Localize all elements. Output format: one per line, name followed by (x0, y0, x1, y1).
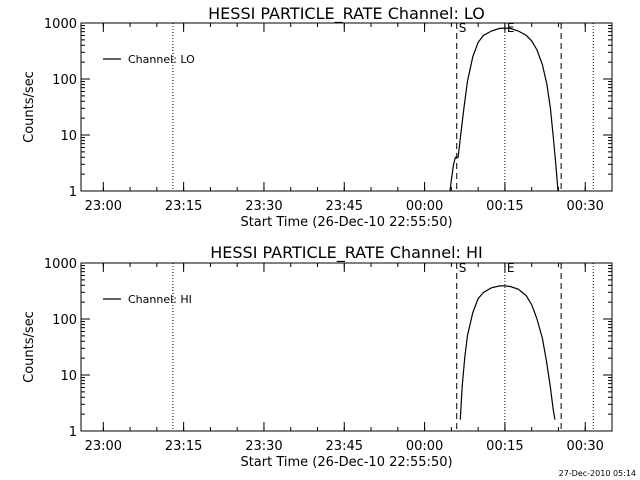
marker-label-s: S (459, 261, 467, 275)
x-tick-label: 23:45 (326, 439, 363, 454)
x-tick-label: 23:15 (165, 199, 202, 214)
x-axis-label: Start Time (26-Dec-10 22:55:50) (240, 455, 452, 470)
marker-label-e: E (507, 261, 515, 275)
y-tick-label: 100 (52, 73, 77, 88)
timestamp: 27-Dec-2010 05:14 (559, 469, 636, 478)
x-tick-label: 00:15 (486, 199, 523, 214)
y-tick-label: 1 (69, 425, 77, 440)
x-tick-label: 23:45 (326, 199, 363, 214)
series-line (459, 285, 556, 420)
plot-frame (80, 22, 613, 192)
x-tick-label: 00:00 (406, 439, 443, 454)
y-tick-label: 100 (52, 313, 77, 328)
chart-panel-1: HESSI PARTICLE_RATE Channel: LO 1 10 100 100… (22, 4, 613, 230)
x-tick-label: 00:30 (566, 439, 603, 454)
marker-label-s: S (459, 21, 467, 35)
y-axis-label: Counts/sec (22, 71, 37, 143)
chart-panel-2: HESSI PARTICLE_RATE Channel: HI 1 10 100 100… (22, 243, 613, 470)
series-line (449, 27, 559, 192)
legend-label: Channel: LO (128, 53, 195, 66)
y-tick-label: 1000 (44, 257, 77, 272)
y-tick-label: 10 (60, 129, 77, 144)
y-tick-label: 1 (69, 185, 77, 200)
x-tick-label: 23:15 (165, 439, 202, 454)
y-tick-label: 1000 (44, 17, 77, 32)
x-axis-label: Start Time (26-Dec-10 22:55:50) (240, 215, 452, 230)
x-tick-label: 00:15 (486, 439, 523, 454)
x-tick-label: 23:00 (85, 199, 122, 214)
x-tick-label: 00:00 (406, 199, 443, 214)
chart-title: HESSI PARTICLE_RATE Channel: LO (208, 4, 485, 24)
y-axis-label: Counts/sec (22, 311, 37, 383)
legend-label: Channel: HI (128, 293, 192, 306)
chart-title: HESSI PARTICLE_RATE Channel: HI (210, 243, 483, 263)
x-tick-label: 00:30 (566, 199, 603, 214)
y-tick-label: 10 (60, 369, 77, 384)
x-tick-label: 23:30 (245, 439, 282, 454)
x-tick-label: 23:30 (245, 199, 282, 214)
x-tick-label: 23:00 (85, 439, 122, 454)
plot-frame (80, 262, 613, 432)
